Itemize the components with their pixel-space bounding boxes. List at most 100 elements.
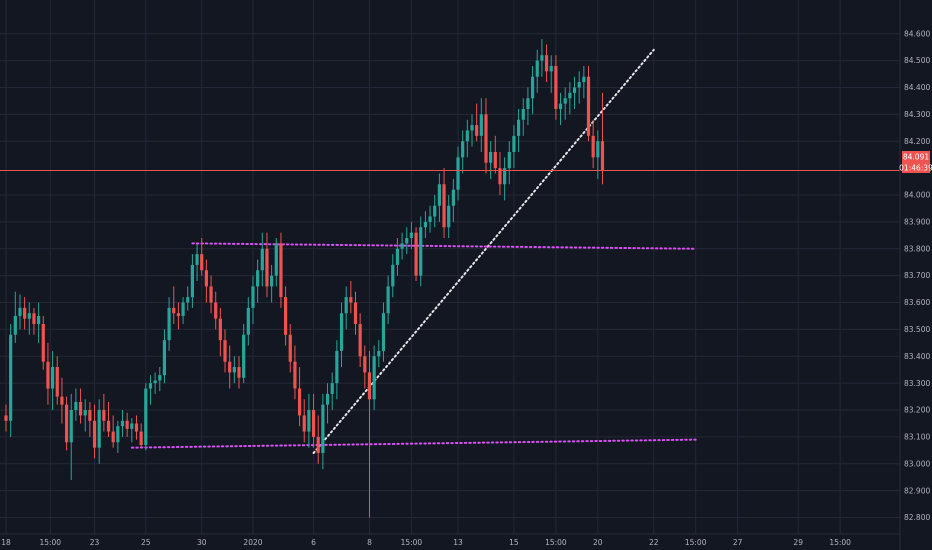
price-tick-label: 83.300	[904, 379, 930, 388]
candle-body	[549, 65, 553, 72]
candle-body	[260, 248, 264, 271]
candle-body	[139, 431, 143, 445]
candle-body	[391, 264, 395, 287]
candle-body	[302, 415, 306, 432]
last-price-tag: 84.091	[903, 153, 929, 162]
time-tick-label: 6	[311, 538, 316, 547]
candle-body	[246, 307, 250, 335]
candle-body	[69, 410, 73, 443]
candle-body	[456, 157, 460, 190]
candle-body	[195, 254, 199, 265]
time-tick-label: 15:00	[39, 538, 61, 547]
horizontal-level-line	[130, 438, 697, 449]
price-tags: 84.091 01:46:39	[899, 151, 932, 173]
candle-body	[517, 119, 521, 136]
candle-body	[144, 388, 148, 445]
candle-body	[507, 151, 511, 169]
candle-body	[181, 302, 185, 316]
candle-body	[158, 375, 162, 381]
candle-body	[470, 125, 474, 131]
candle-body	[120, 420, 125, 427]
price-tick-label: 83.200	[904, 406, 930, 415]
price-tick-label: 84.200	[904, 137, 930, 146]
candle-body	[563, 98, 567, 104]
candle-body	[349, 297, 353, 303]
candle-body	[102, 410, 106, 421]
time-tick-label: 25	[141, 538, 151, 547]
candle-body	[74, 401, 78, 411]
candle-body	[125, 420, 129, 429]
candle-body	[428, 216, 432, 222]
candle-body	[325, 393, 330, 405]
candle-body	[544, 55, 549, 72]
time-axis[interactable]: 18 15:00 23 25 30 2020 6 8 15:00 13 15 15:00 20 22 15:…	[1, 538, 851, 547]
candle-body	[489, 151, 493, 163]
candle-body	[503, 168, 507, 185]
candle-body	[228, 361, 232, 373]
candle-body	[475, 125, 479, 136]
candle-body	[297, 388, 302, 416]
candle-body	[256, 270, 260, 287]
candle-body	[461, 141, 465, 158]
candle-body	[400, 243, 404, 249]
candle-body	[558, 103, 563, 109]
candle-body	[600, 141, 605, 171]
time-axis-background	[0, 534, 932, 550]
candle-body	[344, 297, 348, 314]
price-tick-label: 83.600	[904, 298, 930, 307]
time-tick-label: 23	[90, 538, 100, 547]
candle-body	[526, 98, 530, 109]
candle-body	[134, 423, 139, 432]
time-tick-label: 15:00	[829, 538, 851, 547]
price-tick-label: 84.000	[904, 191, 930, 200]
time-tick-label: 8	[367, 538, 372, 547]
candle-body	[251, 286, 255, 308]
candle-body	[232, 367, 236, 373]
candle-body	[214, 302, 218, 319]
price-axis[interactable]: 82.800 82.900 83.000 83.100 83.200 83.300 83.4…	[904, 29, 930, 522]
price-tick-label: 84.300	[904, 110, 930, 119]
candle-body	[284, 297, 288, 335]
candle-body	[530, 76, 535, 99]
candle-body	[409, 232, 414, 239]
price-tick-label: 84.500	[904, 56, 930, 65]
candle-body	[172, 307, 176, 314]
candle-body	[270, 275, 274, 287]
countdown-tag: 01:46:39	[899, 164, 932, 173]
time-tick-label: 15:00	[545, 538, 567, 547]
countdown-tag-bg	[902, 162, 930, 173]
candle-body	[148, 383, 153, 389]
candle-body	[433, 205, 437, 217]
candle-body	[395, 248, 400, 265]
candle-body	[106, 420, 111, 432]
candle-body	[307, 410, 311, 432]
candle-body	[568, 92, 572, 99]
price-tick-label: 83.100	[904, 433, 930, 442]
candle-body	[372, 356, 376, 400]
candle-body	[167, 307, 171, 341]
candle-body	[512, 135, 516, 152]
candle-body	[288, 334, 292, 362]
price-tick-label: 82.900	[904, 486, 930, 495]
candle-body	[97, 410, 101, 448]
candle-body	[447, 205, 451, 228]
candle-body	[218, 318, 222, 341]
time-tick-label: 29	[793, 538, 803, 547]
candle-body	[316, 436, 320, 454]
candle-body	[353, 302, 358, 325]
candle-body	[591, 135, 595, 158]
candle-body	[419, 227, 423, 276]
candle-body	[381, 313, 386, 351]
candle-body	[596, 141, 600, 158]
price-tick-label: 83.800	[904, 244, 930, 253]
time-tick-label: 15:00	[401, 538, 423, 547]
price-tick-label: 83.400	[904, 352, 930, 361]
candle-body	[293, 361, 297, 389]
candle-body	[577, 82, 581, 88]
price-tick-label: 83.900	[904, 217, 930, 226]
price-tick-label: 83.500	[904, 325, 930, 334]
candle-body	[153, 380, 157, 384]
candle-body	[64, 404, 69, 443]
